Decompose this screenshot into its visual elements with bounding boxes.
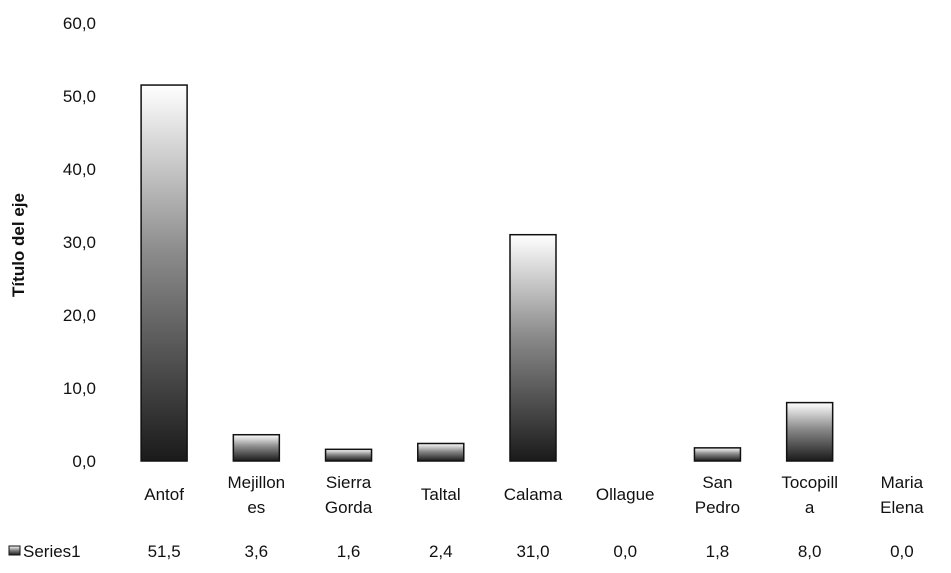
data-value-label: 1,8	[706, 542, 730, 561]
x-category-label: Maria Elena	[880, 473, 924, 517]
x-axis-labels: Antof Mejillon es Sierra Gorda Taltal Calama Ol…	[144, 473, 924, 517]
y-tick-label: 50,0	[63, 87, 96, 106]
legend-label: Series1	[23, 542, 81, 561]
data-table-row: 51,5 3,6 1,6 2,4 31,0 0,0 1,8 8,0 0,0	[148, 542, 914, 561]
y-tick-label: 10,0	[63, 379, 96, 398]
bar	[140, 84, 188, 462]
data-value-label: 1,6	[337, 542, 361, 561]
y-tick-label: 20,0	[63, 306, 96, 325]
x-category-label: Mejillon es	[228, 473, 286, 517]
data-value-label: 8,0	[798, 542, 822, 561]
bar	[232, 433, 281, 462]
y-axis-ticks: 0,0 10,0 20,0 30,0 40,0 50,0 60,0	[63, 14, 96, 471]
y-tick-label: 60,0	[63, 14, 96, 33]
x-category-label: Tocopill a	[781, 473, 838, 517]
bars-group	[140, 84, 834, 462]
x-category-label: Taltal	[421, 485, 461, 504]
x-category-label: Ollague	[596, 485, 655, 504]
x-category-label: Antof	[144, 485, 184, 504]
x-category-label: Sierra Gorda	[325, 473, 373, 517]
data-value-label: 2,4	[429, 542, 453, 561]
y-tick-label: 30,0	[63, 233, 96, 252]
bar	[693, 447, 742, 462]
y-tick-label: 40,0	[63, 160, 96, 179]
legend-swatch	[8, 545, 21, 556]
data-value-label: 31,0	[516, 542, 549, 561]
data-value-label: 3,6	[245, 542, 269, 561]
y-axis-title: Título del eje	[9, 193, 28, 297]
bar	[509, 233, 557, 462]
data-value-label: 51,5	[148, 542, 181, 561]
bar	[324, 448, 373, 462]
x-category-label: Calama	[504, 485, 563, 504]
bar	[785, 401, 834, 462]
data-value-label: 0,0	[890, 542, 914, 561]
legend: Series1	[8, 542, 81, 561]
data-value-label: 0,0	[613, 542, 637, 561]
bar	[417, 442, 465, 462]
y-tick-label: 0,0	[72, 452, 96, 471]
x-category-label: San Pedro	[695, 473, 740, 517]
